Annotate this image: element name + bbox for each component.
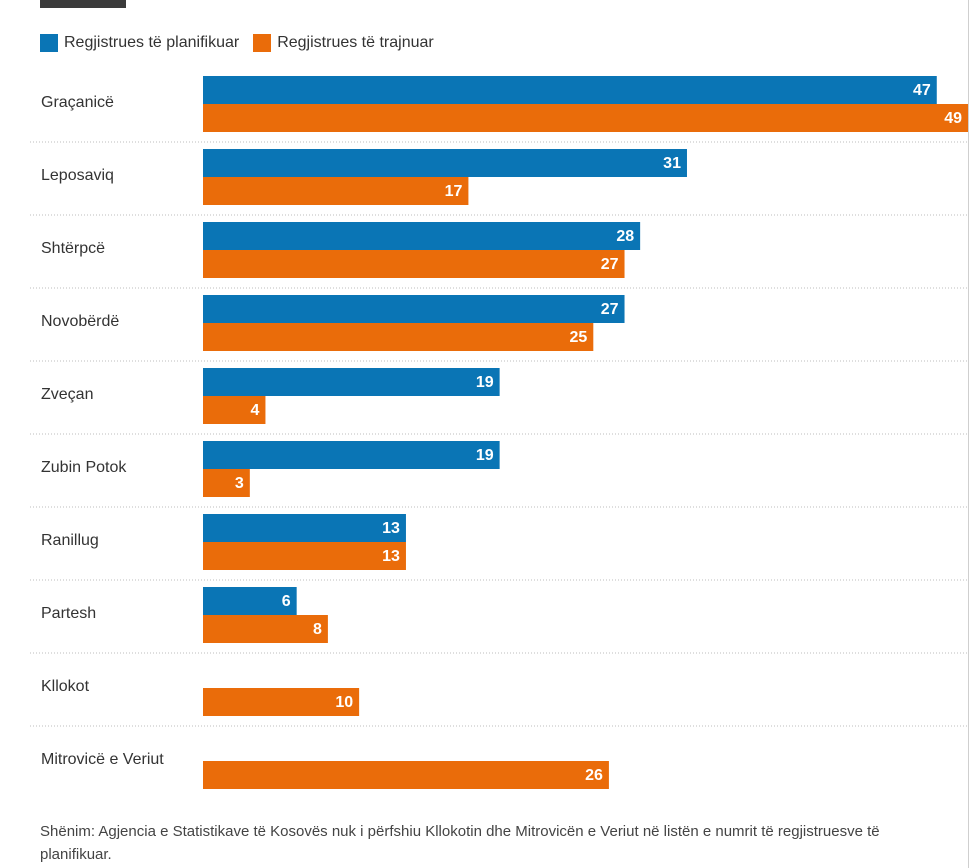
value-label-trained-shterpce: 27 [601,256,619,273]
category-label-zvecan: Zveçan [41,386,93,403]
value-label-trained-partesh: 8 [313,621,322,638]
row-shterpce: Shtërpcë 28 27 [30,222,968,289]
value-label-planned-zvecan: 19 [476,374,494,391]
row-partesh: Partesh 6 8 [30,587,968,654]
legend-item-planned: Regjistrues të planifikuar [40,34,239,52]
category-label-partesh: Partesh [41,605,96,622]
bar-trained-mitrovice-e-veriut [203,761,609,789]
bar-trained-gracanice [203,104,968,132]
category-label-gracanice: Graçanicë [41,94,114,111]
bar-planned-gracanice [203,76,937,104]
value-label-trained-leposaviq: 17 [445,183,463,200]
value-label-trained-kllokot: 10 [335,694,353,711]
bar-planned-novoberde [203,295,625,323]
row-mitrovice-e-veriut: Mitrovicë e Veriut 26 [41,751,609,789]
chart-legend: Regjistrues të planifikuar Regjistrues t… [40,32,434,54]
row-zubin-potok: Zubin Potok 19 3 [30,441,968,508]
legend-item-trained: Regjistrues të trajnuar [253,34,434,52]
bar-trained-zubin-potok [203,469,250,497]
bar-planned-zvecan [203,368,500,396]
bar-trained-ranillug [203,542,406,570]
header-accent-bar [40,0,126,8]
bar-trained-kllokot [203,688,360,716]
frame-border [968,0,969,868]
row-leposaviq: Leposaviq 31 17 [30,149,968,216]
value-label-trained-zvecan: 4 [251,402,260,419]
value-label-trained-mitrovice-e-veriut: 26 [585,767,603,784]
row-novoberde: Novobërdë 27 25 [30,295,968,362]
value-label-trained-zubin-potok: 3 [235,475,244,492]
category-label-zubin-potok: Zubin Potok [41,459,127,476]
bar-planned-shterpce [203,222,641,250]
bar-trained-leposaviq [203,177,469,205]
bar-planned-zubin-potok [203,441,500,469]
value-label-trained-ranillug: 13 [382,548,400,565]
row-ranillug: Ranillug 13 13 [30,514,968,581]
bar-planned-leposaviq [203,149,687,177]
row-gracanice: Graçanicë 47 49 [30,76,968,143]
legend-swatch-planned [40,34,58,52]
category-label-mitrovice-e-veriut: Mitrovicë e Veriut [41,751,164,768]
value-label-planned-shterpce: 28 [616,228,634,245]
value-label-planned-leposaviq: 31 [663,155,681,172]
legend-label-planned: Regjistrues të planifikuar [64,34,240,51]
legend-label-trained: Regjistrues të trajnuar [277,34,434,51]
category-label-ranillug: Ranillug [41,532,99,549]
bar-planned-ranillug [203,514,406,542]
row-kllokot: Kllokot 10 [30,678,968,727]
bar-planned-partesh [203,587,297,615]
category-label-kllokot: Kllokot [41,678,90,695]
value-label-planned-ranillug: 13 [382,520,400,537]
chart-note: Shënim: Agjencia e Statistikave të Kosov… [40,823,880,863]
bar-trained-partesh [203,615,328,643]
legend-swatch-trained [253,34,272,52]
value-label-planned-gracanice: 47 [913,82,931,99]
value-label-planned-novoberde: 27 [601,301,619,318]
bar-trained-zvecan [203,396,266,424]
bar-trained-novoberde [203,323,594,351]
bar-trained-shterpce [203,250,625,278]
row-zvecan: Zveçan 19 4 [30,368,968,435]
value-label-trained-novoberde: 25 [570,329,588,346]
value-label-planned-partesh: 6 [282,593,291,610]
bar-chart: Graçanicë4749Leposaviq3117Shtërpcë2827No… [30,76,968,789]
category-label-shterpce: Shtërpcë [41,240,105,257]
value-label-planned-zubin-potok: 19 [476,447,494,464]
category-label-novoberde: Novobërdë [41,313,119,330]
value-label-trained-gracanice: 49 [944,110,962,127]
category-label-leposaviq: Leposaviq [41,167,114,184]
